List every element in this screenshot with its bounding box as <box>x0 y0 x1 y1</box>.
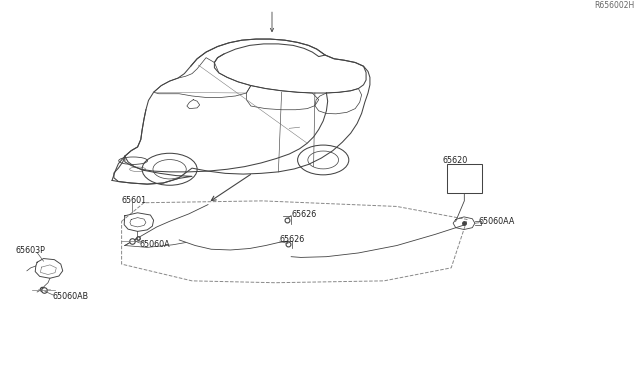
Text: 65626: 65626 <box>280 235 305 244</box>
Text: 65060AB: 65060AB <box>52 292 88 301</box>
Text: 65620: 65620 <box>443 156 468 165</box>
Text: R656002H: R656002H <box>595 1 635 10</box>
Bar <box>447 164 482 193</box>
Text: 65603P: 65603P <box>16 246 46 255</box>
Text: 65626: 65626 <box>291 210 316 219</box>
Text: 65060AA: 65060AA <box>479 217 515 226</box>
Text: 65060A: 65060A <box>140 240 170 248</box>
Text: 65601: 65601 <box>122 196 147 205</box>
